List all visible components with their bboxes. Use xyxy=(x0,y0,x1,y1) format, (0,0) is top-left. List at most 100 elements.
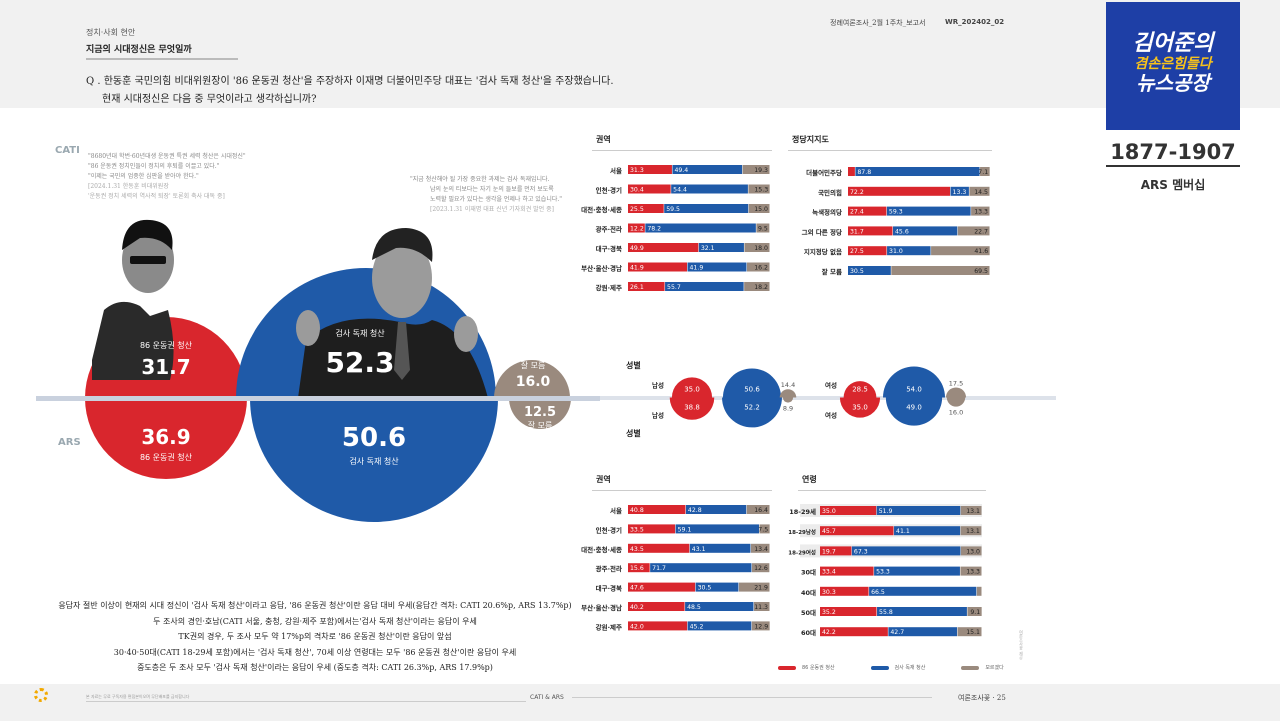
bar-value-label: 32.1 xyxy=(701,245,715,252)
bar-segment-red xyxy=(820,627,888,637)
bar-value-label: 78.2 xyxy=(647,226,661,233)
bar-segment-blue xyxy=(855,167,980,176)
ars-membership: ARS 멤버십 xyxy=(1140,178,1206,192)
quote-right-line: 노력할 필요가 있다는 생각을 언제나 하고 있습니다." xyxy=(430,196,563,203)
gender-value-ars: 38.8 xyxy=(684,404,700,412)
cati-gray-label: 잘 모름 xyxy=(521,361,546,370)
bar-segment-blue xyxy=(650,563,752,573)
bar-segment-red xyxy=(820,546,852,556)
bar-chart-title: 권역 xyxy=(596,134,611,144)
bar-segment-gray xyxy=(744,282,770,291)
question-line-1: Q . 한동훈 국민의힘 비대위원장이 '86 운동권 청산'을 주장하자 이재… xyxy=(86,76,614,87)
bar-segment-gray xyxy=(931,246,990,256)
gender-value-ars: 52.2 xyxy=(744,404,760,412)
bar-segment-gray xyxy=(742,165,770,174)
bar-value-label: 26.1 xyxy=(630,284,644,291)
bar-segment-blue xyxy=(893,226,958,236)
bar-segment-red xyxy=(820,526,894,536)
bar-segment-gray xyxy=(746,505,770,514)
bar-chart-rule xyxy=(592,150,772,151)
bar-segment-gray xyxy=(960,546,982,556)
bar-segment-red xyxy=(628,602,685,611)
bar-category-label: 인천·경기 xyxy=(596,186,622,195)
bar-chart-rule xyxy=(788,150,992,151)
bar-segment-gray xyxy=(957,226,990,236)
bottom-band xyxy=(0,684,1280,721)
gender-bubble-ars xyxy=(782,397,794,403)
cati-red-label: 86 운동권 청산 xyxy=(140,340,193,350)
bar-value-label: 45.2 xyxy=(690,623,704,630)
bar-value-label: 35.0 xyxy=(822,508,836,515)
bar-segment-gray xyxy=(753,602,770,611)
bar-segment-red xyxy=(820,586,869,596)
gender-value-cati: 28.5 xyxy=(852,386,868,394)
quote-left-line: "이제는 국민의 엄중한 심판을 받아야 한다." xyxy=(88,173,199,180)
summary-line: 중도층은 두 조사 모두 '검사 독재 청산'이라는 응답이 우세 (중도층 격… xyxy=(137,663,493,672)
bar-segment-gray xyxy=(738,582,770,592)
bar-category-label: 잘 모름 xyxy=(822,267,842,276)
bar-segment-red xyxy=(848,226,893,236)
bar-segment-red xyxy=(628,282,665,291)
bar-value-label: 15.3 xyxy=(754,187,768,194)
ars-blue-bubble xyxy=(250,398,498,522)
flower-icon xyxy=(34,688,48,702)
gender-value-ars: 16.0 xyxy=(949,409,963,417)
bar-segment-gray xyxy=(971,206,990,216)
bar-segment-blue xyxy=(687,262,747,272)
cati-red-value: 31.7 xyxy=(141,355,190,379)
bar-chart-title: 권역 xyxy=(596,474,611,484)
bar-category-label: 대전·충청·세종 xyxy=(581,205,622,214)
bar-value-label: 42.2 xyxy=(822,629,836,636)
bar-category-label: 서울 xyxy=(610,506,622,515)
gender-value-ars: 35.0 xyxy=(852,404,868,412)
bar-value-label: 43.1 xyxy=(692,546,706,553)
bar-value-label: 12.2 xyxy=(630,226,644,233)
bar-segment-blue xyxy=(664,204,749,213)
bar-chart-title: 연령 xyxy=(802,474,817,484)
bar-segment-blue xyxy=(848,266,891,275)
bar-category-label: 강원·제주 xyxy=(596,283,622,292)
bar-category-label: 국민의힘 xyxy=(818,188,842,197)
bar-value-label: 19.3 xyxy=(754,167,768,174)
top-band xyxy=(0,0,1280,108)
bar-category-label: 광주·전라 xyxy=(596,225,622,234)
bar-value-label: 33.4 xyxy=(822,569,836,576)
bar-value-label: 47.6 xyxy=(630,585,644,592)
bar-category-label: 18-29남성 xyxy=(788,528,816,536)
quote-right-line: "지금 청산해야 될 가장 중요한 과제는 검사 독재입니다. xyxy=(410,176,550,183)
summary-line: 30·40·50대(CATI 18-29세 포함)에서는 '검사 독재 청산',… xyxy=(113,647,517,657)
bar-segment-gray xyxy=(957,627,982,637)
bar-value-label: 13.3 xyxy=(966,569,980,576)
ars-label: ARS xyxy=(58,437,81,448)
title-underline xyxy=(86,58,238,60)
bar-segment-gray xyxy=(759,524,770,534)
bar-segment-gray xyxy=(751,621,770,631)
bar-segment-gray xyxy=(960,526,982,536)
axis-line-right xyxy=(600,396,1056,400)
bar-segment-gray xyxy=(751,563,770,573)
bar-segment-blue xyxy=(851,546,961,556)
bar-value-label: 21.9 xyxy=(754,585,768,592)
bar-segment-blue xyxy=(877,607,967,616)
bar-segment-red xyxy=(628,505,686,514)
bar-segment-blue xyxy=(685,602,754,611)
bar-segment-blue xyxy=(888,627,958,637)
gender-bubble-ars xyxy=(722,397,782,428)
bar-value-label: 30.4 xyxy=(630,187,644,194)
bar-segment-blue xyxy=(874,566,960,576)
bar-category-label: 부산·울산·경남 xyxy=(581,603,622,612)
bar-segment-gray xyxy=(750,543,770,553)
bar-category-label: 50대 xyxy=(801,608,816,617)
bar-value-label: 59.1 xyxy=(678,526,692,533)
bar-segment-red xyxy=(820,566,874,576)
news-factory-logo: 김어준의 겸손은힘들다 뉴스공장 xyxy=(1106,2,1240,130)
bar-value-label: 13.1 xyxy=(966,508,980,515)
bar-value-label: 12.9 xyxy=(754,623,768,630)
bar-category-label: 그외 다른 정당 xyxy=(802,227,842,236)
bar-segment-gray xyxy=(744,243,770,252)
bar-segment-red xyxy=(628,165,672,174)
gender-value-cati: 54.0 xyxy=(906,386,922,394)
bar-segment-blue xyxy=(887,246,931,256)
main-bubble-chart: CATI ARS 86 운동권 청산 31.7 검사 독재 청산 52.3 잘 … xyxy=(36,145,600,522)
